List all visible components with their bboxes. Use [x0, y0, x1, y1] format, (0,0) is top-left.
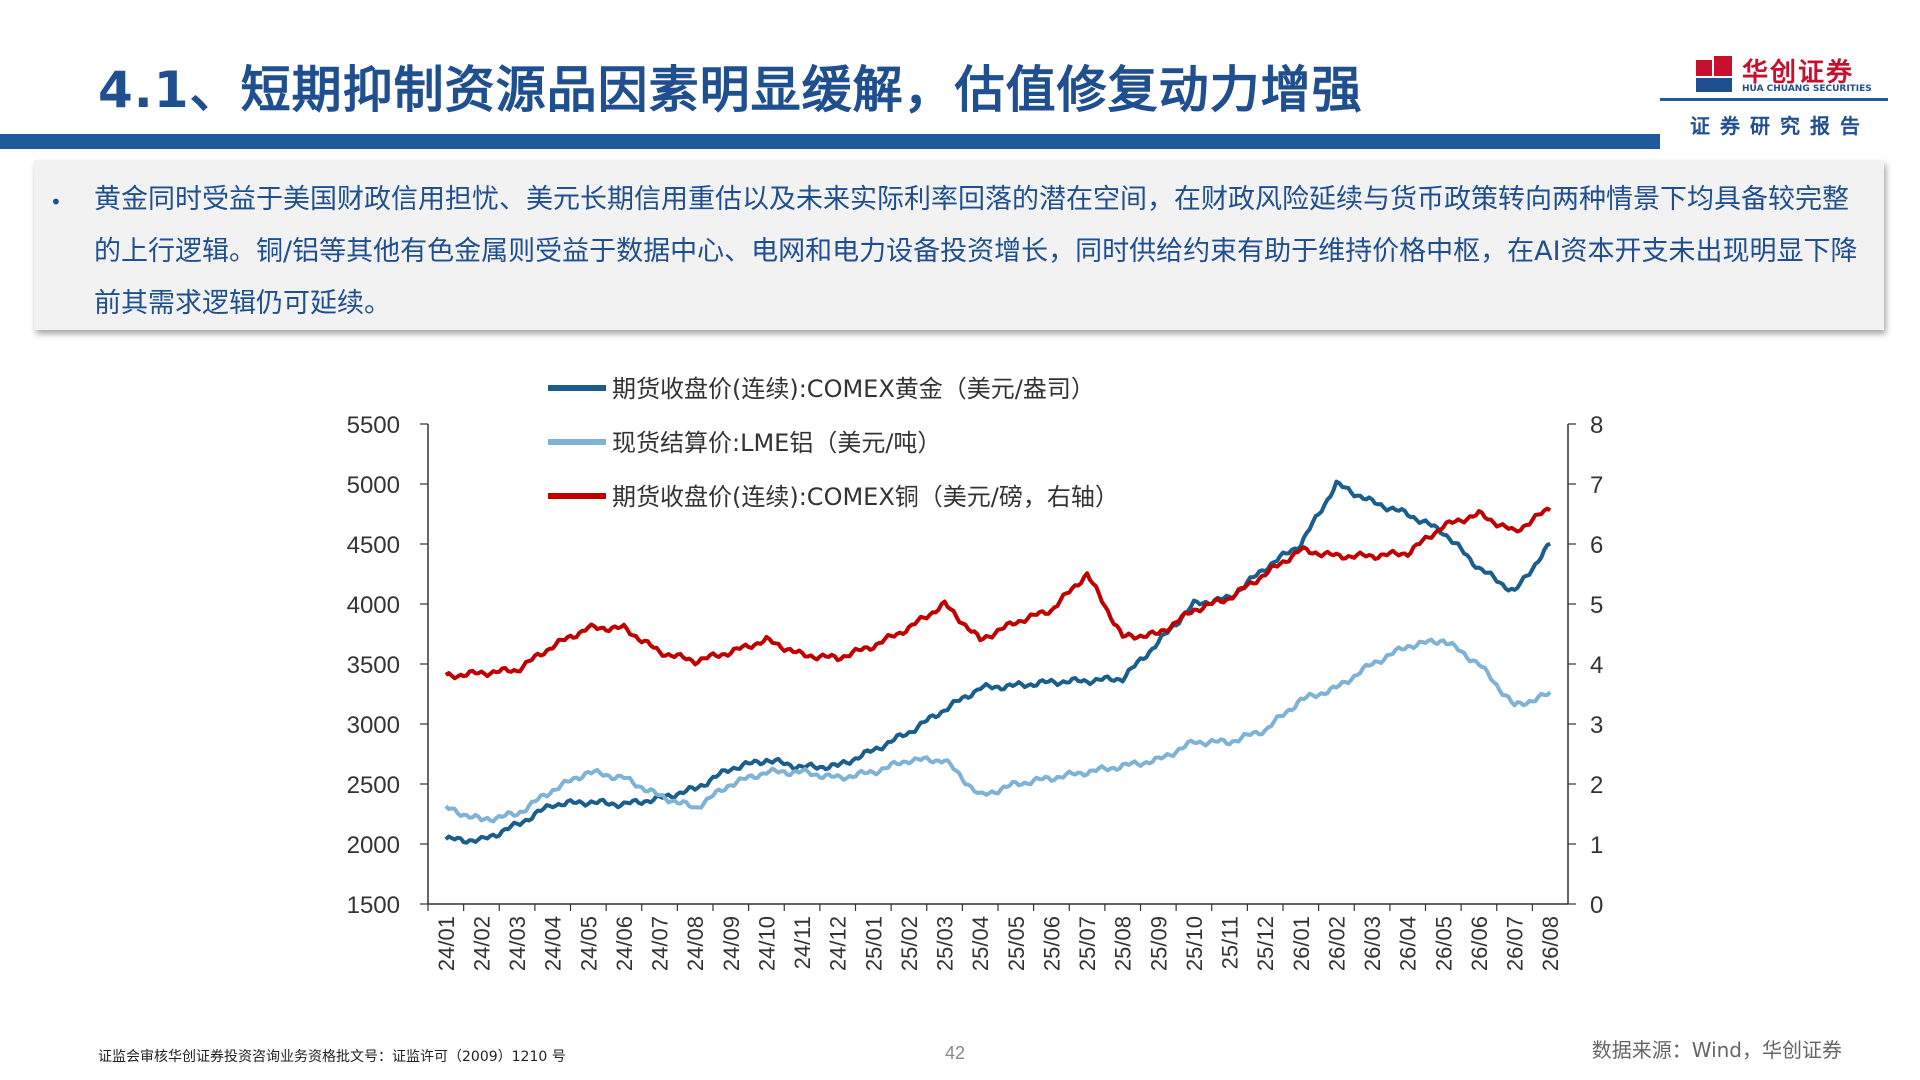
x-axis-tick-label: 25/02	[897, 916, 922, 971]
x-axis-tick-label: 26/02	[1324, 916, 1349, 971]
logo-underline	[1660, 98, 1888, 101]
x-axis-tick-label: 26/04	[1396, 916, 1421, 971]
left-axis-tick-label: 5000	[347, 472, 400, 499]
x-axis-tick-label: 24/01	[434, 916, 459, 971]
page-number: 42	[945, 1043, 966, 1063]
x-axis-tick-label: 25/01	[861, 916, 886, 971]
gold-series-line	[444, 479, 1552, 845]
license-note: 证监会审核华创证券投资咨询业务资格批文号：证监许可（2009）1210 号	[98, 1049, 566, 1065]
copper-series-line	[444, 506, 1552, 681]
right-axis-tick-label: 3	[1590, 712, 1603, 739]
x-axis-tick-label: 24/02	[469, 916, 494, 971]
x-axis-tick-label: 24/05	[576, 916, 601, 971]
x-axis-tick-label: 26/05	[1431, 916, 1456, 971]
x-axis-tick-label: 25/05	[1004, 916, 1029, 971]
header-bar	[0, 134, 1660, 149]
aluminum-series-line	[444, 637, 1552, 824]
x-axis-tick-label: 25/08	[1111, 916, 1136, 971]
x-axis-tick-label: 24/09	[719, 916, 744, 971]
logo-english-text: HUA CHUANG SECURITIES	[1742, 84, 1872, 94]
right-axis-tick-label: 1	[1590, 832, 1603, 859]
x-axis-tick-label: 24/10	[754, 916, 779, 971]
x-axis-tick-label: 24/11	[790, 916, 815, 969]
x-axis-tick-label: 25/09	[1146, 916, 1171, 971]
x-axis-tick-label: 24/04	[541, 916, 566, 971]
x-axis-tick-label: 26/01	[1289, 916, 1314, 971]
right-axis-tick-label: 8	[1590, 412, 1603, 439]
x-axis-tick-label: 26/03	[1360, 916, 1385, 971]
left-axis-tick-label: 3500	[347, 652, 400, 679]
left-axis-tick-label: 2500	[347, 772, 400, 799]
x-axis-tick-label: 24/12	[826, 916, 851, 971]
summary-callout	[34, 160, 1884, 330]
x-axis-tick-label: 25/10	[1182, 916, 1207, 971]
x-axis-tick-label: 25/06	[1039, 916, 1064, 971]
logo-mark-icon	[1696, 56, 1732, 92]
x-axis-tick-label: 25/04	[968, 916, 993, 971]
x-axis-tick-label: 26/07	[1503, 916, 1528, 971]
left-axis-tick-label: 3000	[347, 712, 400, 739]
right-axis-tick-label: 6	[1590, 532, 1603, 559]
legend-aluminum-label: 现货结算价:LME铝（美元/吨）	[612, 429, 941, 457]
right-axis-tick-label: 7	[1590, 472, 1603, 499]
legend-gold-label: 期货收盘价(连续):COMEX黄金（美元/盎司）	[612, 375, 1095, 403]
x-axis-tick-label: 25/12	[1253, 916, 1278, 971]
right-axis-tick-label: 0	[1590, 892, 1603, 919]
right-axis-tick-label: 2	[1590, 772, 1603, 799]
x-axis-tick-label: 26/06	[1467, 916, 1492, 971]
logo-text: 华创证券	[1742, 58, 1855, 88]
page-title: 4.1、短期抑制资源品因素明显缓解，估值修复动力增强	[98, 61, 1363, 119]
x-axis-tick-label: 26/08	[1538, 916, 1563, 971]
x-axis-tick-label: 24/07	[648, 916, 673, 971]
x-axis-tick-label: 24/08	[683, 916, 708, 971]
x-axis-tick-label: 25/03	[933, 916, 958, 971]
company-logo: 华创证券 HUA CHUANG SECURITIES	[1694, 50, 1894, 98]
bullet-icon: •	[50, 190, 62, 214]
right-axis-tick-label: 4	[1590, 652, 1603, 679]
x-axis-tick-label: 25/07	[1075, 916, 1100, 971]
left-axis-tick-label: 5500	[347, 412, 400, 439]
left-axis-tick-label: 2000	[347, 832, 400, 859]
report-type-label: 证券研究报告	[1690, 114, 1870, 138]
left-axis-tick-label: 4500	[347, 532, 400, 559]
x-axis-tick-label: 24/06	[612, 916, 637, 971]
legend-copper-label: 期货收盘价(连续):COMEX铜（美元/磅，右轴）	[612, 483, 1119, 511]
right-axis-tick-label: 5	[1590, 592, 1603, 619]
summary-text: 黄金同时受益于美国财政信用担忧、美元长期信用重估以及未来实际利率回落的潜在空间，…	[94, 184, 1858, 319]
x-axis-tick-label: 24/03	[505, 916, 530, 971]
left-axis-tick-label: 4000	[347, 592, 400, 619]
left-axis-tick-label: 1500	[347, 892, 400, 919]
x-axis-tick-label: 25/11	[1218, 916, 1243, 969]
data-source: 数据来源：Wind，华创证券	[1591, 1038, 1842, 1062]
